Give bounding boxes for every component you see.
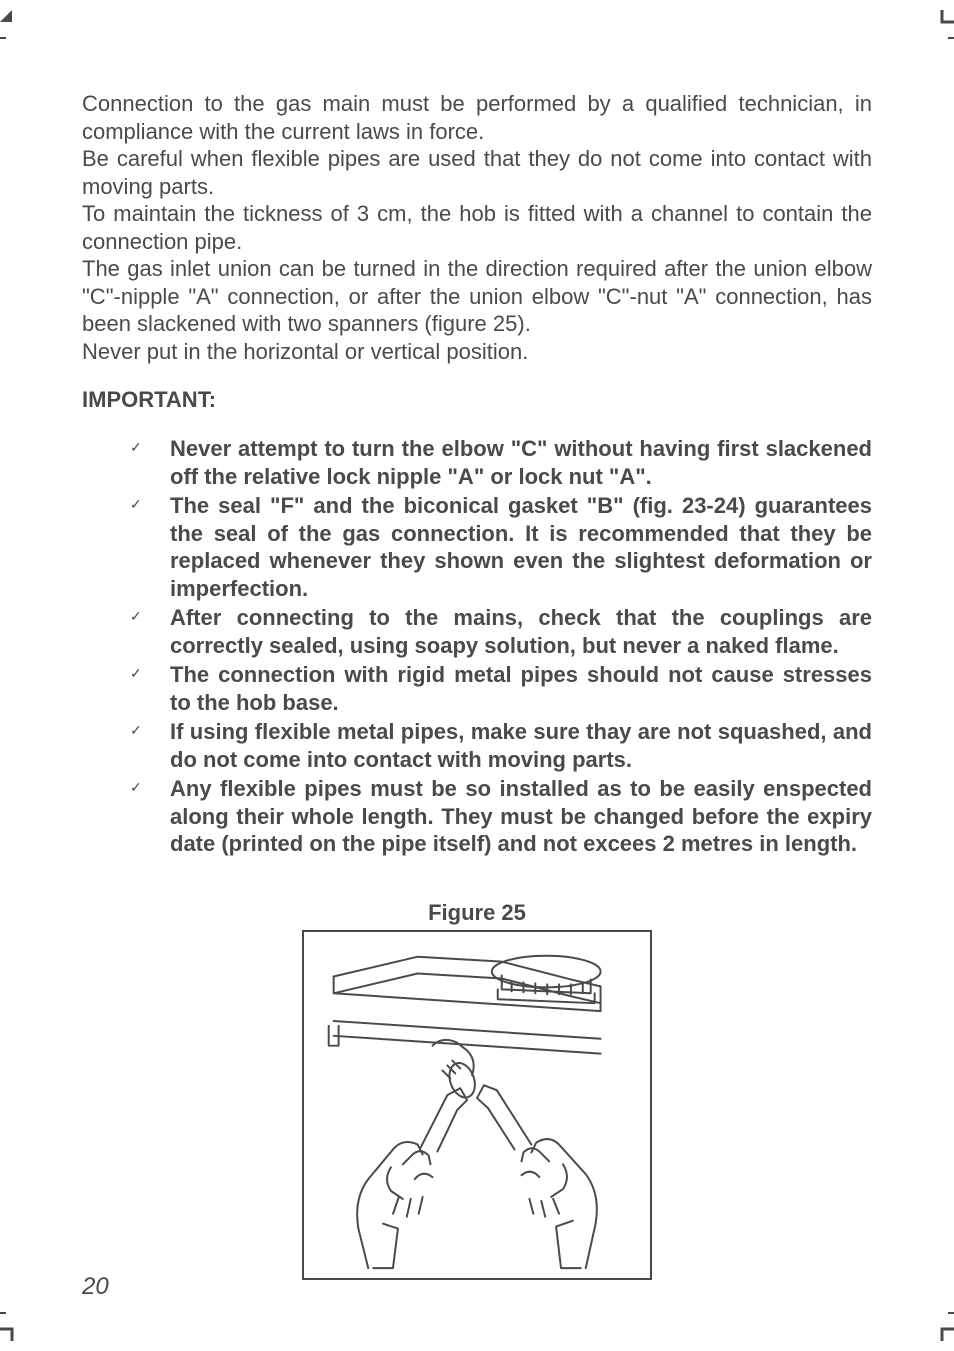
figure-caption: Figure 25 <box>82 900 872 926</box>
bullet-item: After connecting to the mains, check tha… <box>130 604 872 659</box>
bullet-item: If using flexible metal pipes, make sure… <box>130 718 872 773</box>
intro-p4: The gas inlet union can be turned in the… <box>82 256 872 336</box>
bullet-item: Never attempt to turn the elbow "C" with… <box>130 435 872 490</box>
crop-mark-top-left <box>0 10 30 40</box>
intro-p1: Connection to the gas main must be perfo… <box>82 91 872 144</box>
important-list: Never attempt to turn the elbow "C" with… <box>82 435 872 858</box>
crop-mark-top-right <box>924 10 954 40</box>
page-number: 20 <box>82 1273 109 1301</box>
bullet-item: The connection with rigid metal pipes sh… <box>130 661 872 716</box>
intro-p2: Be careful when flexible pipes are used … <box>82 146 872 199</box>
intro-p5: Never put in the horizontal or vertical … <box>82 339 528 364</box>
figure-container: Figure 25 <box>82 900 872 1283</box>
bullet-item: The seal "F" and the biconical gasket "B… <box>130 492 872 602</box>
intro-p3: To maintain the tickness of 3 cm, the ho… <box>82 201 872 254</box>
intro-paragraph: Connection to the gas main must be perfo… <box>82 90 872 365</box>
crop-mark-bottom-left <box>0 1311 30 1341</box>
important-heading: IMPORTANT: <box>82 387 872 413</box>
figure-illustration <box>302 930 652 1280</box>
bullet-item: Any flexible pipes must be so installed … <box>130 775 872 858</box>
crop-mark-bottom-right <box>924 1311 954 1341</box>
